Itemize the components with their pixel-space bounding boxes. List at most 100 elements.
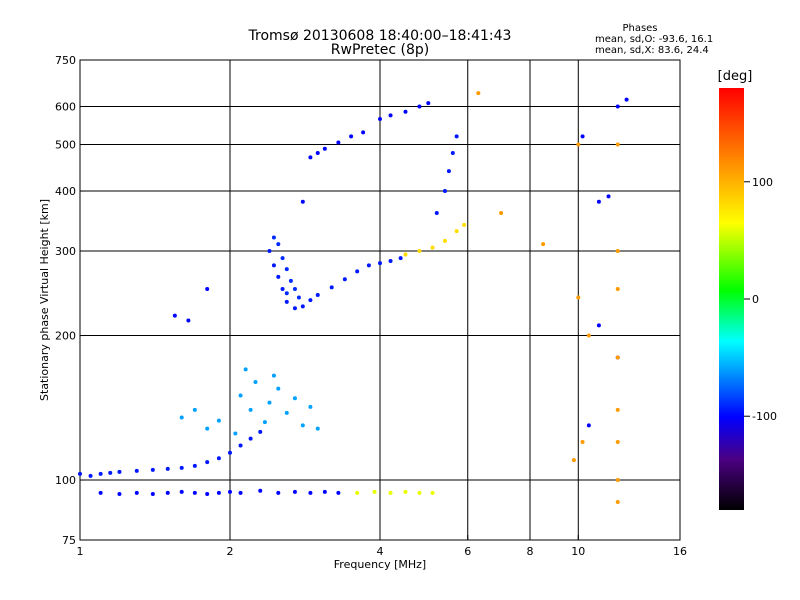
- stats-o-line: mean, sd,O: -93.6, 16.1: [595, 34, 713, 45]
- data-point: [248, 407, 253, 412]
- y-tick-label: 100: [55, 474, 76, 487]
- data-point: [336, 490, 341, 495]
- x-tick-label: 4: [377, 545, 384, 558]
- data-point: [615, 407, 620, 412]
- data-point: [165, 466, 170, 471]
- data-point: [576, 142, 581, 147]
- data-point: [315, 426, 320, 431]
- data-point: [342, 277, 347, 282]
- data-point: [615, 499, 620, 504]
- data-point: [262, 420, 267, 425]
- stats-heading: Phases: [622, 23, 657, 34]
- data-point: [284, 299, 289, 304]
- data-point: [403, 109, 408, 114]
- axis-ticks: 1 2 4 6 8 10 16 75 100 200 300 400 500 600 750: [55, 54, 687, 558]
- data-point: [615, 478, 620, 483]
- data-point: [292, 396, 297, 401]
- data-point: [238, 490, 243, 495]
- data-point: [450, 151, 455, 156]
- stats-x-line: mean, sd,X: 83.6, 24.4: [595, 45, 709, 56]
- data-point: [417, 249, 422, 254]
- data-point: [205, 492, 210, 497]
- data-point: [434, 211, 439, 216]
- x-tick-label: 1: [77, 545, 84, 558]
- data-point: [430, 245, 435, 250]
- data-point: [271, 373, 276, 378]
- data-point: [308, 298, 313, 303]
- data-point: [233, 431, 238, 436]
- data-point: [378, 117, 382, 122]
- data-point: [315, 151, 320, 156]
- data-point: [403, 252, 408, 257]
- data-point: [216, 456, 221, 461]
- data-point: [580, 440, 585, 445]
- data-point: [586, 423, 591, 428]
- data-point: [615, 355, 620, 360]
- data-point: [615, 249, 620, 254]
- y-tick-label: 750: [55, 54, 76, 67]
- x-tick-label: 2: [227, 545, 234, 558]
- data-point: [322, 146, 327, 151]
- chart-title: Tromsø 20130608 18:40:00–18:41:43: [248, 28, 512, 44]
- data-point: [243, 367, 248, 372]
- data-point: [615, 287, 620, 292]
- data-point: [165, 490, 170, 495]
- data-point: [378, 261, 382, 266]
- data-point: [349, 134, 354, 139]
- data-point: [134, 468, 139, 473]
- data-point: [398, 256, 403, 261]
- y-tick-label: 200: [55, 330, 76, 343]
- data-point: [417, 104, 422, 109]
- data-point: [267, 249, 272, 254]
- data-point: [403, 489, 408, 494]
- data-point: [192, 407, 197, 412]
- data-point: [624, 97, 629, 102]
- data-point: [430, 490, 435, 495]
- data-point: [596, 323, 601, 328]
- x-tick-label: 8: [527, 545, 534, 558]
- data-point: [134, 490, 139, 495]
- data-point: [280, 256, 285, 261]
- data-point: [253, 380, 258, 385]
- data-point: [150, 467, 155, 472]
- data-point: [586, 333, 591, 338]
- data-point: [78, 471, 82, 476]
- colorbar-tick-label: 0: [752, 293, 759, 306]
- data-point: [454, 134, 459, 139]
- data-point: [238, 393, 243, 398]
- data-point: [615, 440, 620, 445]
- data-point: [462, 222, 467, 227]
- data-point: [284, 291, 289, 296]
- data-point: [292, 489, 297, 494]
- data-point: [271, 263, 276, 268]
- data-point: [205, 460, 210, 465]
- data-point: [205, 426, 210, 431]
- data-point: [150, 492, 155, 497]
- data-point: [216, 418, 221, 423]
- data-point: [192, 463, 197, 468]
- data-point: [271, 235, 276, 240]
- data-point: [388, 113, 393, 118]
- chart-subtitle: RwPretec (8p): [331, 42, 429, 58]
- data-point: [442, 238, 447, 243]
- data-point: [417, 490, 422, 495]
- data-point: [308, 490, 313, 495]
- data-point: [308, 155, 313, 160]
- data-point: [108, 470, 113, 475]
- data-point: [88, 473, 93, 478]
- data-point: [292, 287, 297, 292]
- data-point: [288, 278, 293, 283]
- data-point: [179, 415, 184, 420]
- grid-lines: [80, 60, 680, 540]
- data-point: [615, 104, 620, 109]
- colorbar-ticks: 100 0 -100: [744, 176, 777, 423]
- y-axis-label: Stationary phase Virtual Height [km]: [38, 199, 51, 401]
- data-point: [372, 489, 377, 494]
- data-point: [476, 91, 481, 96]
- data-point: [179, 489, 184, 494]
- data-point: [336, 140, 341, 145]
- data-point: [300, 423, 305, 428]
- data-point: [388, 258, 393, 263]
- data-point: [308, 404, 313, 409]
